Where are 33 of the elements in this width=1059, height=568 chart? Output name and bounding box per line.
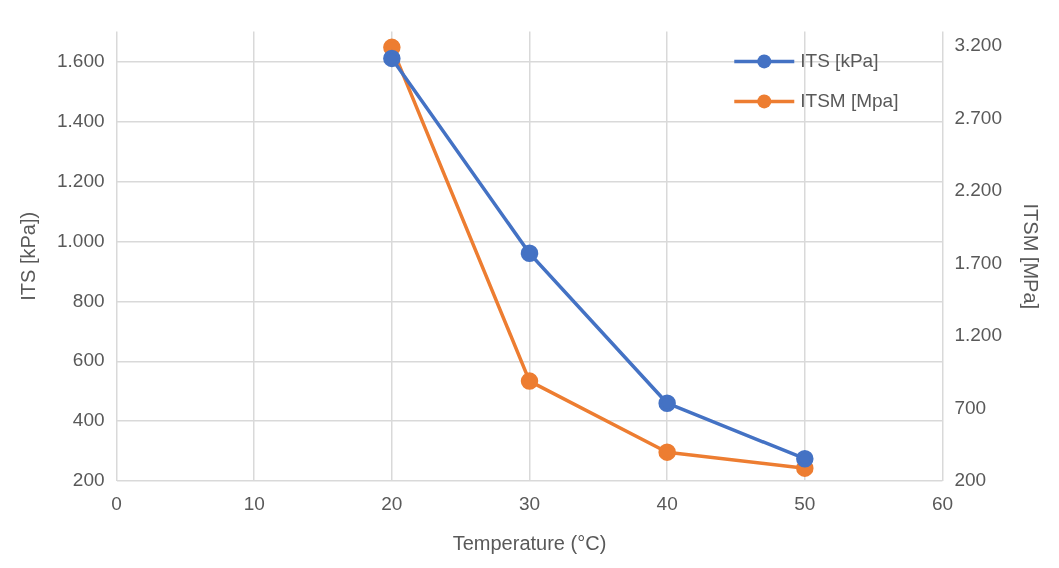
y2-tick-label: 200: [954, 469, 987, 491]
point: [658, 443, 676, 461]
y-tick-label: 400: [72, 409, 105, 431]
y2-tick-label: 3.200: [954, 34, 1002, 56]
y-tick-label: 1.200: [57, 169, 105, 191]
y-tick-label: 1.000: [57, 229, 105, 251]
y2-tick-label: 2.700: [954, 106, 1002, 128]
x-tick-label: 10: [243, 492, 265, 514]
y2-tick-label: 1.700: [954, 251, 1002, 273]
y-tick-label: 1.400: [57, 109, 105, 131]
x-tick-label: 30: [518, 492, 541, 514]
y-axis-title: ITS [kPa]): [16, 211, 39, 301]
x-tick-label: 60: [931, 492, 954, 514]
point: [383, 49, 401, 68]
y2-tick-label: 2.200: [954, 179, 1002, 201]
point: [658, 394, 676, 412]
x-tick-label: 20: [381, 492, 403, 514]
y-tick-label: 600: [72, 349, 105, 371]
y2-tick-label: 700: [954, 396, 987, 418]
y2-tick-label: 1.200: [954, 324, 1002, 346]
y2-axis-title: ITSM [MPa]: [1020, 203, 1043, 310]
x-tick-label: 0: [111, 492, 122, 514]
y-tick-label: 1.600: [57, 49, 105, 71]
x-tick-label: 50: [794, 492, 816, 514]
point: [520, 244, 539, 263]
x-axis-title: Temperature (°C): [452, 531, 607, 554]
point: [520, 372, 539, 390]
x-tick-label: 40: [656, 492, 678, 514]
y-tick-label: 200: [72, 469, 105, 491]
y-tick-label: 800: [72, 289, 105, 311]
legend-label: ITSM [Mpa]: [800, 89, 899, 111]
point: [796, 449, 814, 468]
legend-label: ITS [kPa]: [800, 49, 879, 71]
